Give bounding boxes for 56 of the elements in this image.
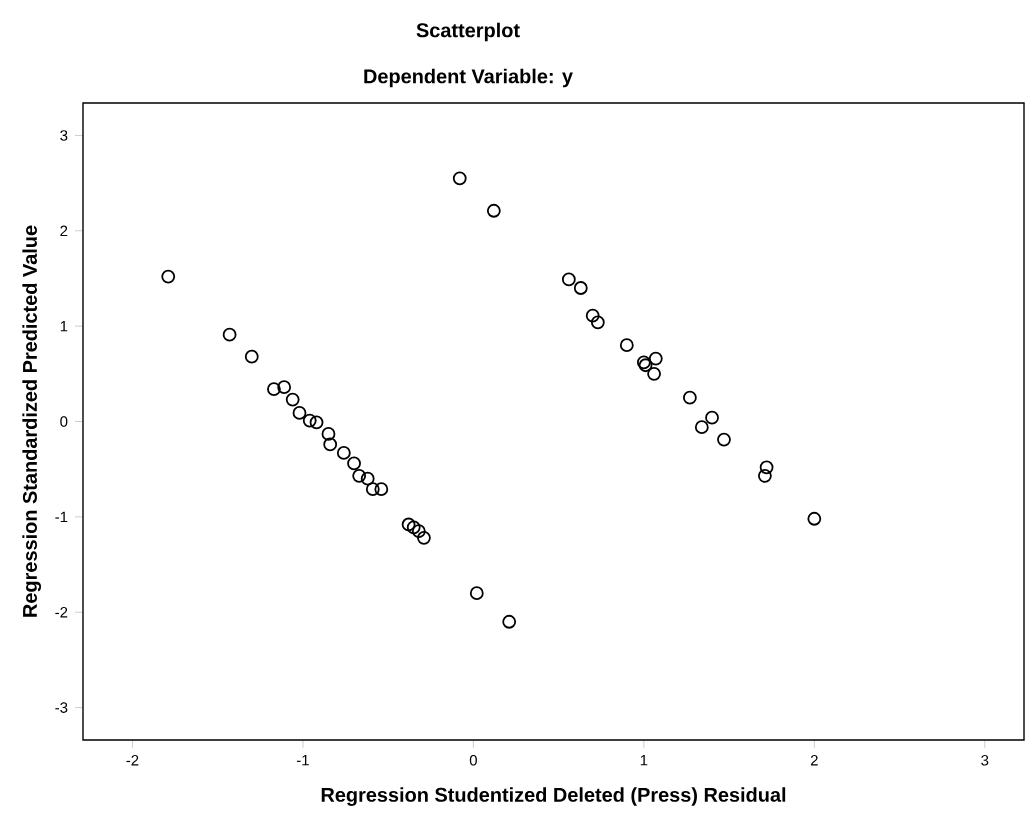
point [309, 415, 324, 430]
point [619, 338, 634, 353]
point [374, 482, 389, 497]
point [321, 427, 336, 441]
point [365, 482, 380, 497]
x-tick-label: 1 [640, 755, 648, 766]
point [648, 351, 663, 366]
point [561, 272, 576, 287]
x-tick-label: -1 [296, 755, 309, 766]
point [590, 315, 605, 330]
point [336, 446, 351, 460]
point [323, 437, 338, 452]
point [705, 410, 719, 425]
chart-title: Scatterplot [416, 22, 520, 42]
x-tick-label: 3 [981, 755, 989, 766]
y-tick-label: 0 [60, 416, 68, 427]
point [401, 517, 416, 532]
point [717, 432, 731, 447]
point [417, 530, 431, 545]
x-tick-label: 0 [469, 755, 477, 766]
point [682, 390, 697, 405]
point [267, 382, 281, 396]
point [411, 524, 426, 539]
point [486, 203, 501, 218]
point [222, 327, 237, 342]
point [161, 269, 176, 284]
point [352, 468, 367, 483]
point [406, 520, 421, 535]
chart-subtitle: Dependent Variable: y [364, 68, 573, 88]
point [694, 420, 709, 435]
point [292, 406, 307, 420]
y-tick-label: -2 [55, 607, 68, 618]
point [302, 413, 317, 428]
point [347, 456, 361, 471]
y-tick-label: 3 [60, 130, 68, 141]
x-tick-label: 2 [810, 755, 818, 766]
point [244, 349, 259, 364]
y-tick-label: 2 [60, 225, 68, 236]
x-tick-label: -2 [126, 755, 139, 766]
x-axis-title: Regression Studentized Deleted (Press) Residual [321, 787, 786, 806]
y-tick-label: -1 [55, 511, 68, 522]
y-tick-label: 1 [60, 321, 68, 332]
point [502, 614, 517, 629]
point [277, 380, 292, 395]
y-tick-label: -3 [55, 702, 68, 713]
y-axis-title: Regression Standardized Predicted Value [22, 225, 42, 617]
point [759, 460, 774, 475]
point [469, 586, 484, 601]
point [360, 471, 375, 486]
point [585, 308, 600, 323]
point [452, 171, 467, 186]
point [647, 366, 661, 381]
point [807, 511, 822, 526]
point [285, 392, 300, 407]
point [757, 468, 772, 483]
point [573, 281, 588, 295]
